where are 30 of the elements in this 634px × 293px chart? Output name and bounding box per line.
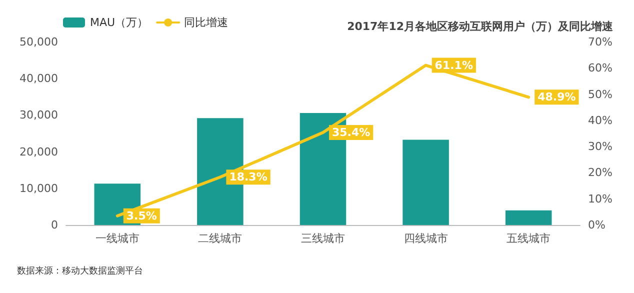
y2-tick-label: 30% <box>588 140 612 154</box>
y2-tick-label: 50% <box>588 88 612 101</box>
y-tick-label: 10,000 <box>20 182 58 195</box>
y2-tick-label: 10% <box>588 192 612 206</box>
bar <box>505 210 552 225</box>
data-label: 3.5% <box>126 209 157 222</box>
data-label: 48.9% <box>538 90 576 104</box>
y2-tick-label: 40% <box>588 114 612 127</box>
y2-tick-label: 60% <box>588 62 612 75</box>
y-tick-label: 0 <box>51 218 58 232</box>
y2-tick-label: 0% <box>588 218 606 232</box>
chart-subtitle: 2017年12月各地区移动互联网用户（万）及同比增速 <box>347 20 614 33</box>
y2-tick-label: 70% <box>588 36 612 48</box>
y-tick-label: 30,000 <box>20 108 58 122</box>
data-label: 61.1% <box>434 58 473 72</box>
data-label: 35.4% <box>332 126 370 139</box>
x-tick-label: 三线城市 <box>301 232 345 245</box>
x-tick-label: 五线城市 <box>506 232 551 245</box>
source-note: 数据来源：移动大数据监测平台 <box>17 266 143 276</box>
y-tick-label: 50,000 <box>20 36 58 48</box>
legend-label: MAU（万） <box>90 16 148 29</box>
x-tick-label: 四线城市 <box>404 232 448 245</box>
y-tick-label: 20,000 <box>20 145 58 158</box>
y-tick-label: 40,000 <box>20 72 58 86</box>
x-tick-label: 二线城市 <box>198 232 242 245</box>
data-label: 18.3% <box>229 170 268 184</box>
bar <box>402 140 449 225</box>
y2-tick-label: 20% <box>588 166 612 180</box>
x-tick-label: 一线城市 <box>95 232 140 245</box>
legend-label: 同比增速 <box>184 16 228 29</box>
